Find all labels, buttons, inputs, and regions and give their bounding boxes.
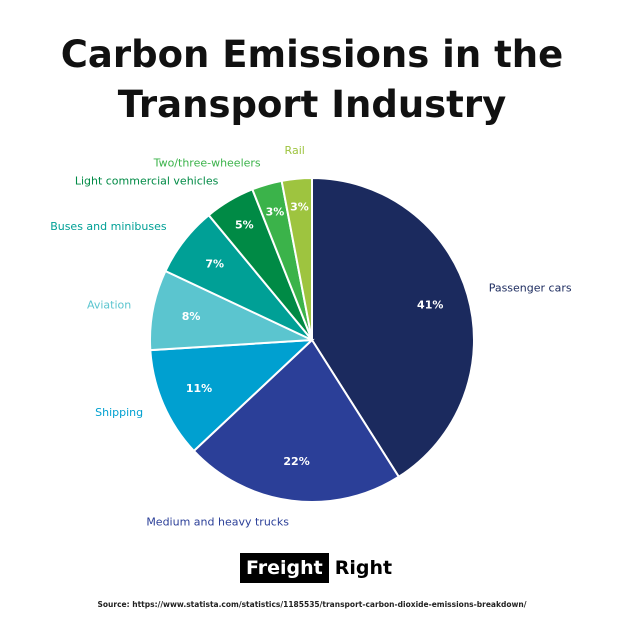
pie-slice xyxy=(192,338,401,503)
chart-title: Carbon Emissions in the Transport Indust… xyxy=(60,33,564,126)
value-label: 7% xyxy=(205,258,224,271)
category-label: Buses and minibuses xyxy=(50,220,167,233)
category-label: Passenger cars xyxy=(489,282,572,295)
value-label: 11% xyxy=(186,382,212,395)
category-label: Rail xyxy=(285,144,305,157)
pie-slice xyxy=(280,176,313,341)
pie-slice xyxy=(149,338,315,453)
value-label: 3% xyxy=(266,205,285,218)
value-label: 3% xyxy=(290,201,309,214)
category-label: Light commercial vehicles xyxy=(75,175,219,188)
category-label: Shipping xyxy=(95,406,143,419)
value-label: 8% xyxy=(182,310,201,323)
category-label: Aviation xyxy=(87,299,131,312)
value-label: 5% xyxy=(235,219,254,232)
value-label: 22% xyxy=(283,455,309,468)
source-note: Source: https://www.statista.com/statist… xyxy=(97,600,527,609)
category-label: Medium and heavy trucks xyxy=(146,516,289,529)
category-label: Two/three-wheelers xyxy=(153,156,261,169)
brand-box: Freight xyxy=(240,553,329,583)
brand-logo: Freight Right xyxy=(240,553,392,583)
value-label: 41% xyxy=(417,299,443,312)
brand-text: Right xyxy=(334,557,393,579)
